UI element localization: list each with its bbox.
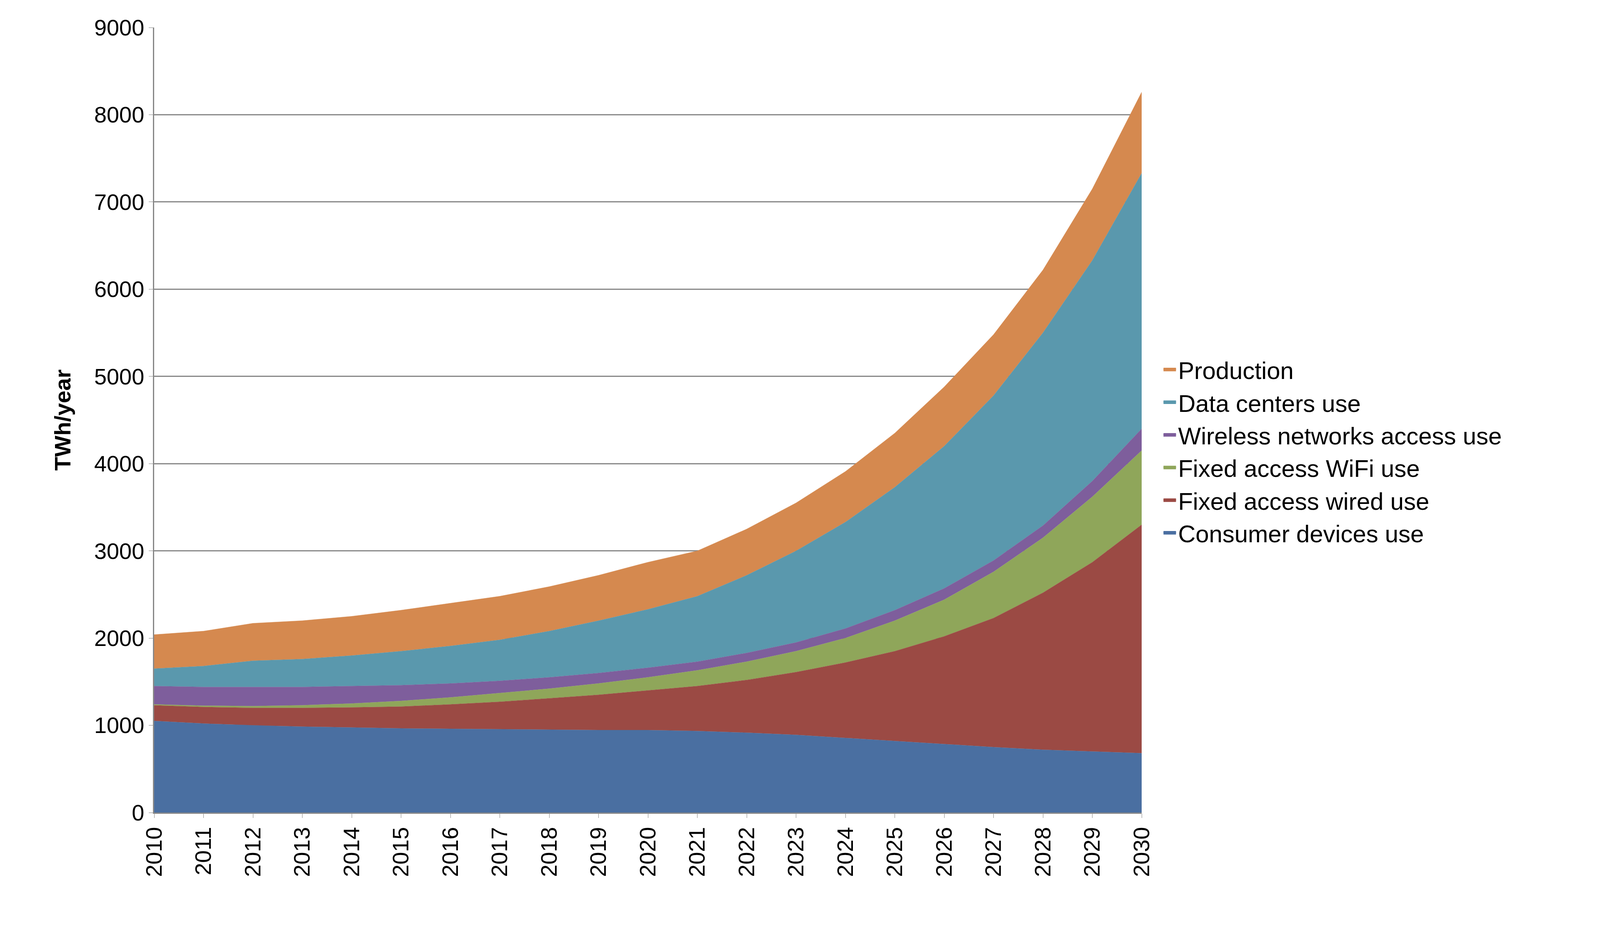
svg-text:2018: 2018 (536, 827, 562, 878)
svg-text:2028: 2028 (1030, 827, 1055, 878)
svg-text:2024: 2024 (832, 827, 858, 878)
svg-text:2015: 2015 (387, 827, 413, 878)
svg-text:6000: 6000 (94, 276, 145, 302)
svg-text:7000: 7000 (94, 189, 145, 215)
svg-text:2017: 2017 (486, 827, 512, 878)
svg-text:Fixed access WiFi use: Fixed access WiFi use (1177, 455, 1420, 483)
svg-text:0: 0 (131, 800, 145, 826)
svg-text:2027: 2027 (980, 827, 1006, 878)
svg-text:2021: 2021 (684, 827, 710, 878)
svg-text:2023: 2023 (782, 827, 808, 878)
svg-text:2016: 2016 (437, 827, 463, 878)
svg-text:2011: 2011 (190, 827, 216, 876)
svg-text:TWh/year: TWh/year (50, 369, 75, 471)
svg-text:5000: 5000 (94, 364, 145, 390)
svg-text:2025: 2025 (881, 827, 907, 878)
svg-text:1000: 1000 (94, 712, 145, 738)
svg-text:9000: 9000 (94, 15, 145, 40)
svg-text:2029: 2029 (1079, 827, 1105, 878)
svg-text:2019: 2019 (585, 827, 611, 878)
svg-text:2013: 2013 (289, 827, 315, 878)
svg-text:2000: 2000 (94, 625, 145, 651)
svg-text:2020: 2020 (635, 827, 660, 878)
svg-text:Data centers use: Data centers use (1177, 390, 1361, 418)
svg-text:4000: 4000 (94, 451, 145, 477)
svg-text:2022: 2022 (733, 827, 759, 878)
svg-text:Production: Production (1177, 357, 1294, 385)
svg-text:Fixed access wired use: Fixed access wired use (1177, 487, 1430, 515)
svg-text:2026: 2026 (931, 827, 957, 878)
svg-text:2012: 2012 (240, 827, 265, 878)
svg-text:2010: 2010 (141, 827, 167, 878)
svg-text:Consumer devices use: Consumer devices use (1177, 520, 1424, 548)
svg-text:2030: 2030 (1128, 827, 1154, 878)
svg-text:3000: 3000 (94, 538, 145, 564)
svg-text:8000: 8000 (94, 102, 145, 128)
svg-text:2014: 2014 (338, 827, 364, 878)
svg-text:Wireless networks access use: Wireless networks access use (1177, 422, 1502, 450)
